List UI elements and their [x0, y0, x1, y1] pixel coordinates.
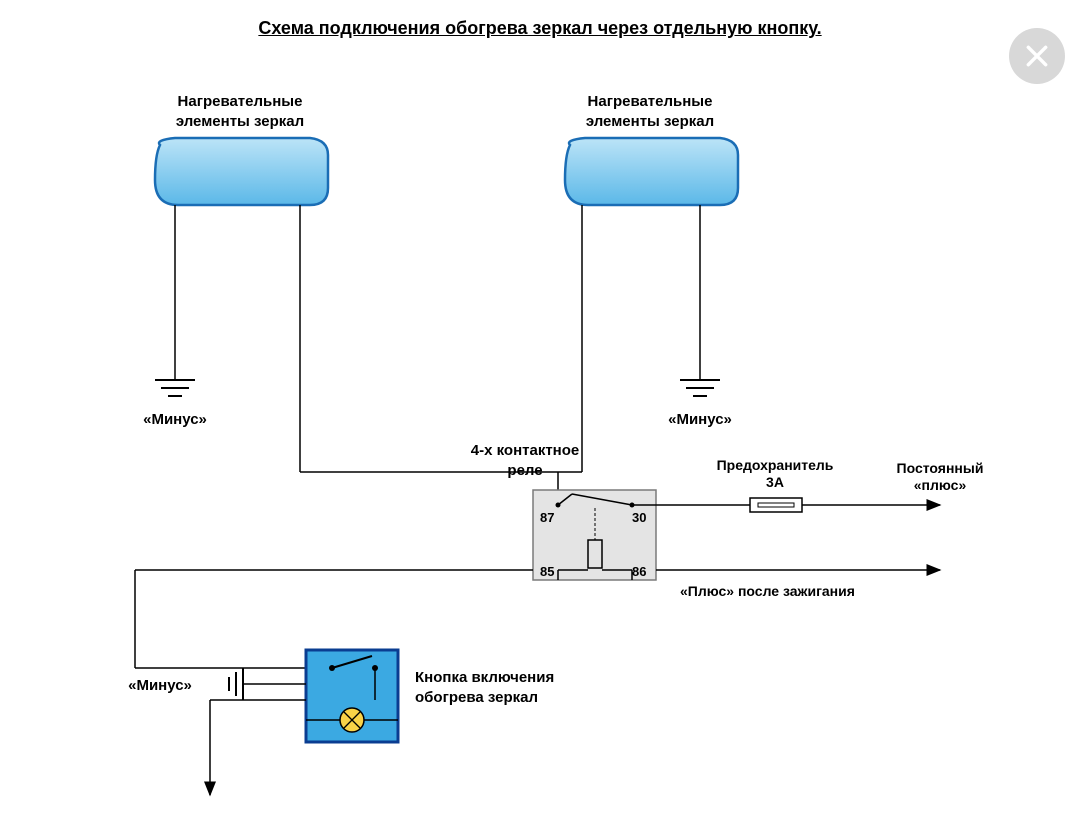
ground-left-symbol	[155, 380, 195, 396]
label-minus-right: «Минус»	[655, 410, 745, 430]
relay-pin-85: 85	[540, 564, 554, 579]
label-relay: 4-х контактноереле	[430, 441, 620, 480]
mirror-right-shape	[565, 138, 738, 205]
label-mirror-right: Нагревательныеэлементы зеркал	[555, 92, 745, 131]
relay-pin-86: 86	[632, 564, 646, 579]
ground-right-symbol	[680, 380, 720, 396]
label-plus-ignition: «Плюс» после зажигания	[680, 583, 960, 600]
mirror-left-shape	[155, 138, 328, 205]
label-mirror-left: Нагревательныеэлементы зеркал	[145, 92, 335, 131]
label-minus-switch: «Минус»	[110, 676, 210, 696]
ground-switch-symbol	[229, 668, 243, 700]
label-plus-constant: Постоянный«плюс»	[870, 460, 1010, 494]
relay-pin-87: 87	[540, 510, 554, 525]
label-minus-left: «Минус»	[130, 410, 220, 430]
label-switch: Кнопка включенияобогрева зеркал	[415, 668, 605, 707]
label-fuse: Предохранитель3А	[695, 457, 855, 491]
relay-pin-30: 30	[632, 510, 646, 525]
